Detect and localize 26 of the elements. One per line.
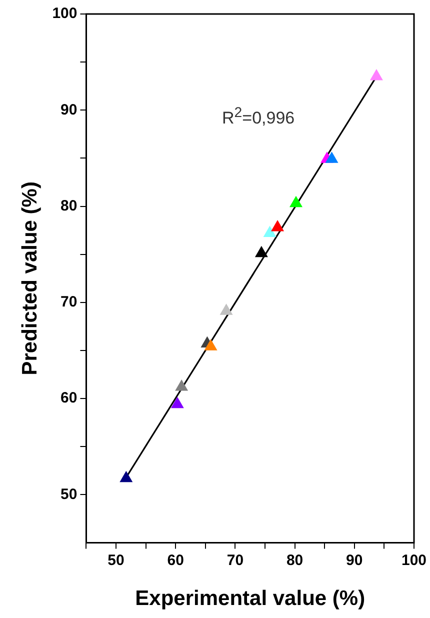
point [325,152,338,163]
y-tick-label: 70 [60,294,78,311]
x-tick-label: 60 [167,552,184,569]
y-tick-label: 90 [60,101,78,118]
point [290,196,302,208]
y-axis-title: Predicted value (%) [18,182,42,376]
x-tick-label: 90 [346,552,363,569]
point [120,470,133,482]
y-tick-label: 50 [60,486,78,503]
annotation: R$^{2}$=0,996 [222,105,295,129]
point [254,246,268,258]
x-tick-label: 80 [286,552,304,569]
point [170,396,184,408]
y-tick-label: 60 [60,390,78,407]
x-tick-label: 100 [401,552,427,569]
x-tick-label: 50 [108,552,124,569]
y-tick-label: 80 [60,197,78,214]
point [220,304,233,315]
point [271,220,284,232]
x-axis-title: Experimental value (%) [135,587,366,610]
point [263,226,276,237]
point [175,380,188,391]
x-tick-label: 70 [226,552,244,569]
point [204,339,218,350]
y-tick-label: 100 [52,5,78,22]
point [370,68,383,80]
